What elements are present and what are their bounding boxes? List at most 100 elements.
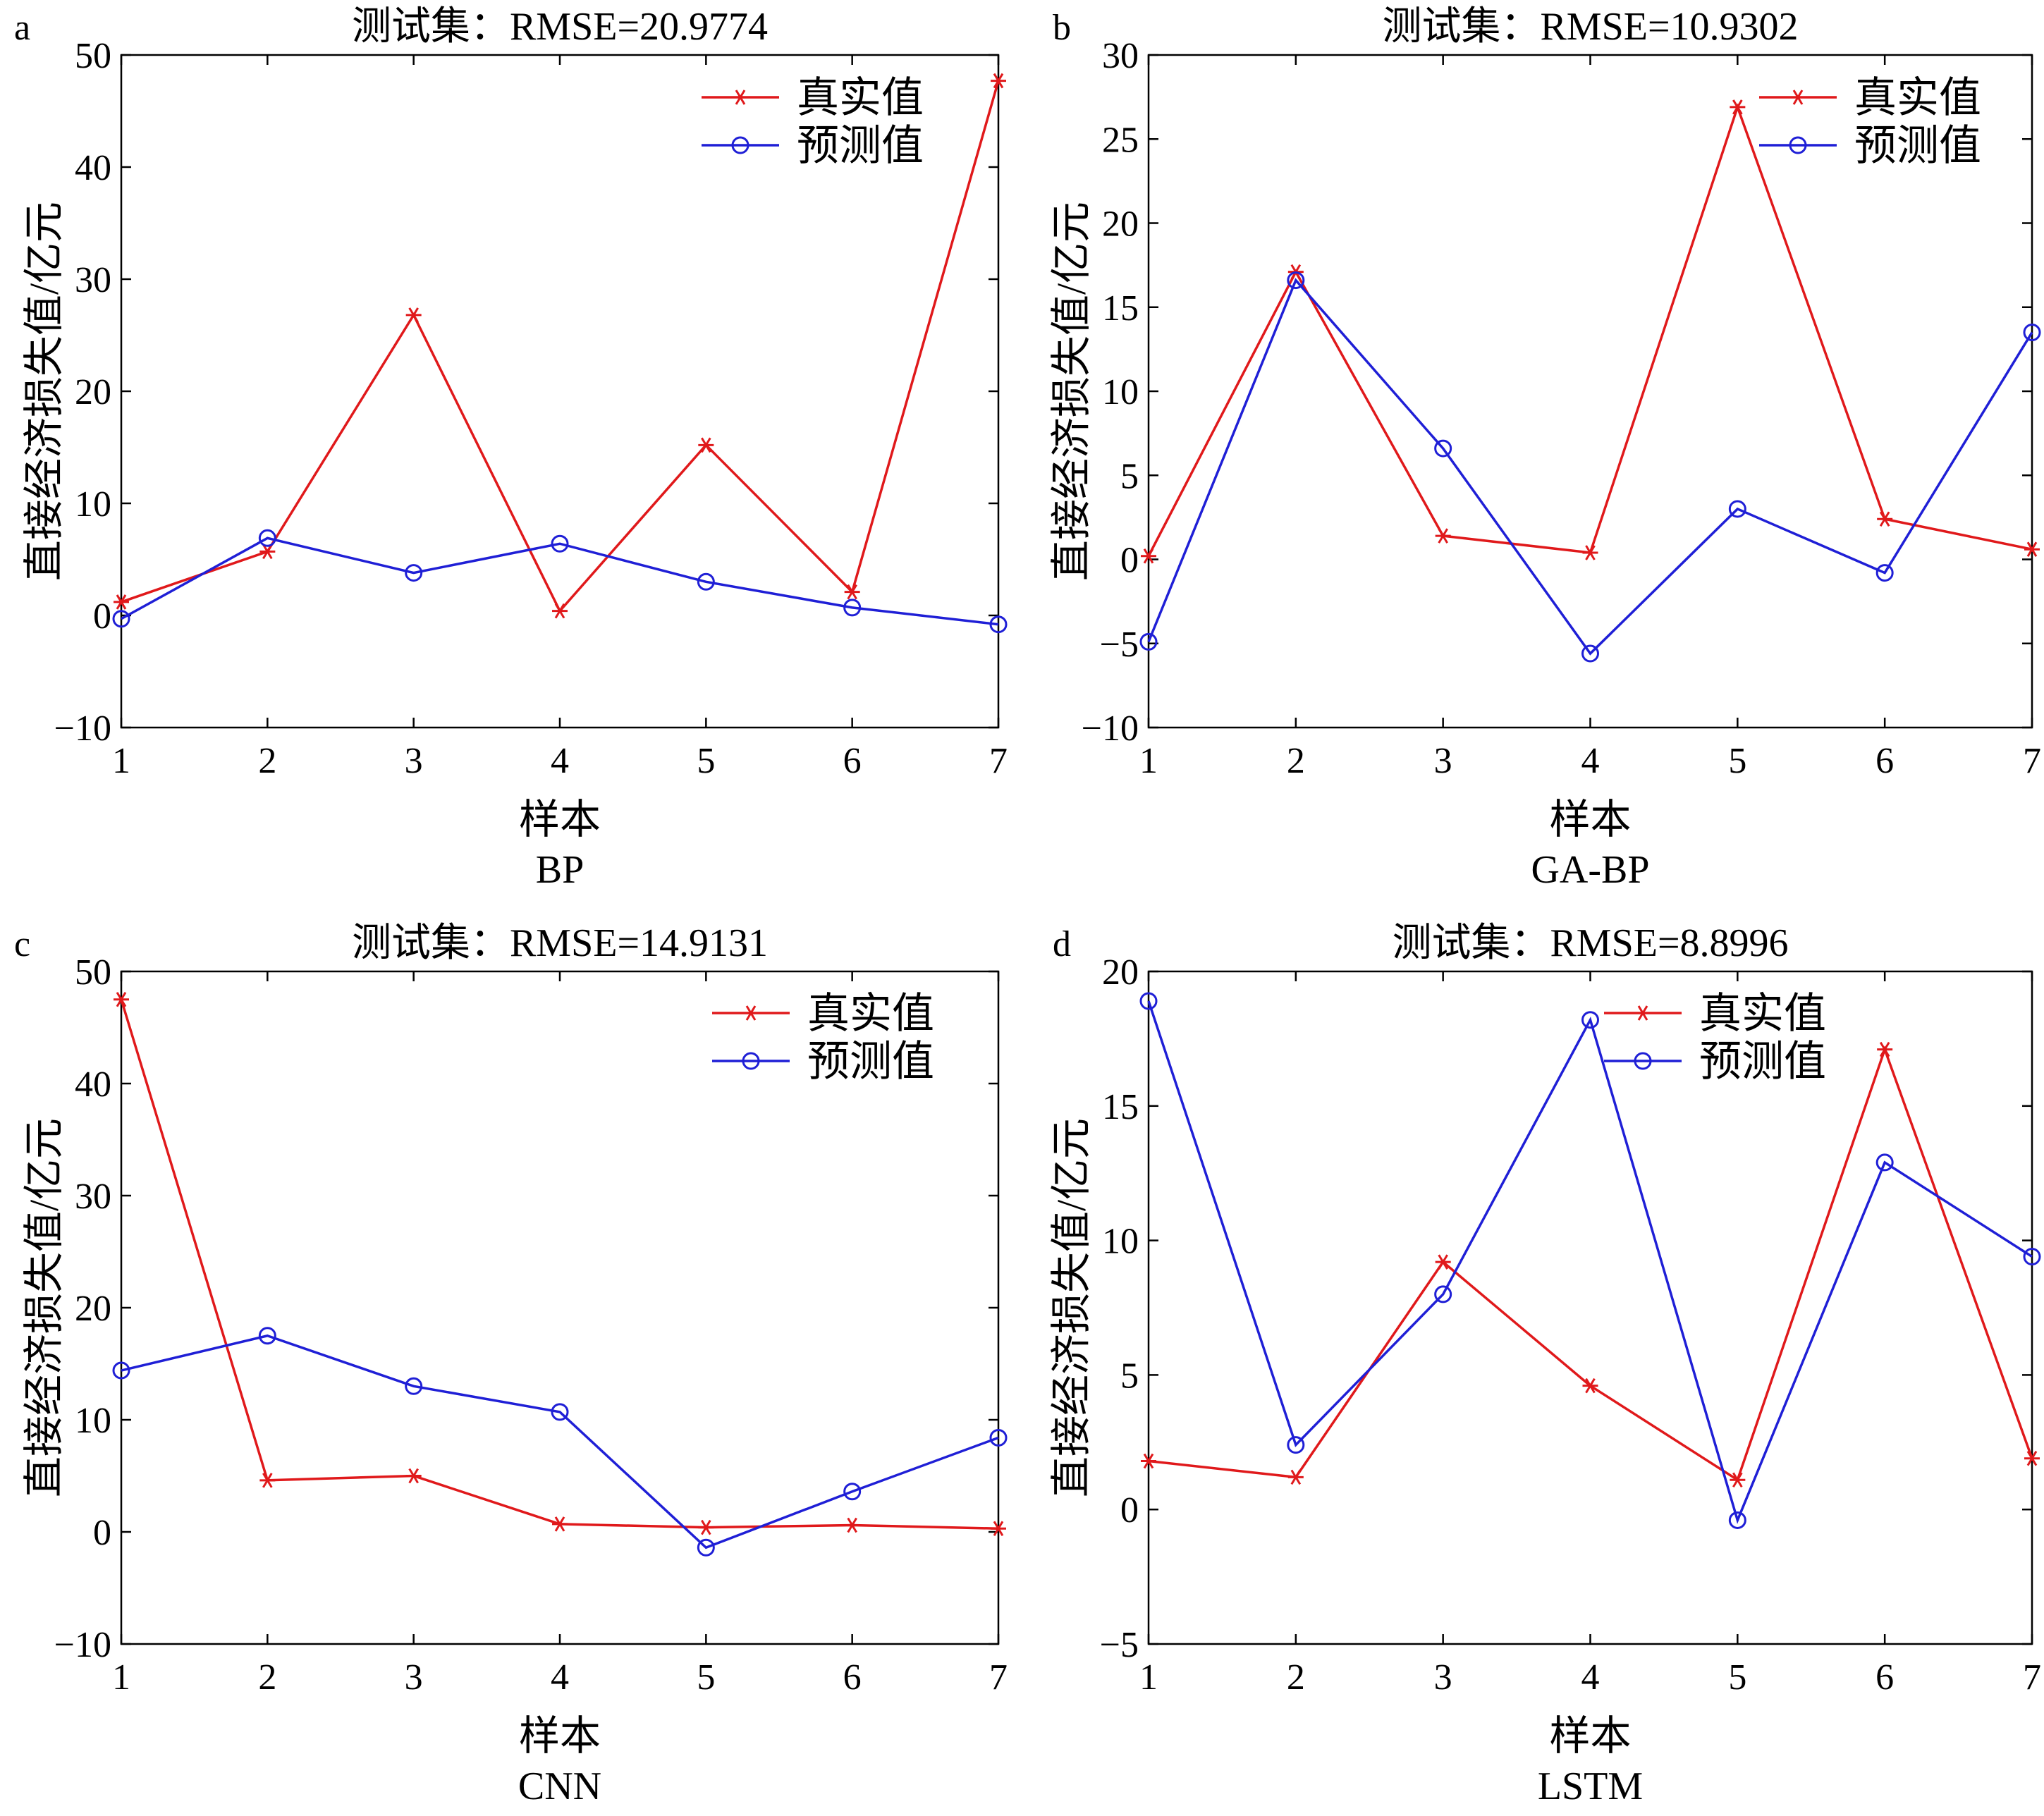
asterisk-stroke bbox=[2026, 1450, 2038, 1466]
asterisk-stroke bbox=[745, 1005, 757, 1021]
data-point-asterisk bbox=[991, 73, 1006, 89]
x-tick-label: 7 bbox=[989, 741, 1008, 781]
model-caption: BP bbox=[536, 848, 585, 892]
x-tick-label: 2 bbox=[1287, 1657, 1305, 1698]
legend-label: 真实值 bbox=[1854, 75, 1981, 121]
legend-label: 真实值 bbox=[807, 990, 934, 1037]
asterisk-stroke bbox=[554, 603, 565, 619]
y-tick-label: −10 bbox=[54, 708, 111, 749]
x-tick-label: 1 bbox=[1139, 1657, 1158, 1698]
chart-panel-b: b 测试集：RMSE=10.9302 1 2 3 4 5 6 7 −10 −5 0 5 10 15 20 25 3… bbox=[1048, 5, 2041, 892]
legend-marker-asterisk bbox=[743, 1005, 759, 1021]
x-tick-label: 5 bbox=[1728, 1657, 1746, 1698]
series-line-2 bbox=[1147, 1000, 2033, 1524]
y-axis-label: 直接经济损失值/亿元 bbox=[1048, 1118, 1094, 1497]
x-tick-label: 4 bbox=[1581, 1657, 1600, 1698]
asterisk-stroke bbox=[408, 307, 419, 323]
y-tick-label: 5 bbox=[1120, 1356, 1139, 1396]
data-point-circle bbox=[843, 599, 862, 617]
x-tick-label: 6 bbox=[843, 1657, 862, 1698]
asterisk-stroke bbox=[408, 1468, 419, 1484]
data-point-circle bbox=[2023, 1247, 2041, 1265]
asterisk-stroke bbox=[1438, 528, 1448, 544]
y-tick-label: 20 bbox=[1102, 952, 1139, 993]
data-point-asterisk bbox=[698, 437, 714, 453]
data-point-asterisk bbox=[2024, 541, 2040, 557]
data-point-circle bbox=[1728, 500, 1746, 518]
asterisk-stroke bbox=[1585, 545, 1596, 560]
data-point-asterisk bbox=[844, 1517, 860, 1533]
asterisk-stroke bbox=[262, 1473, 273, 1488]
data-point-circle bbox=[697, 1538, 715, 1557]
asterisk-stroke bbox=[1290, 1469, 1302, 1485]
x-tick-label: 6 bbox=[1875, 1657, 1894, 1698]
x-tick-label: 4 bbox=[1581, 741, 1600, 781]
y-axis-label: 直接经济损失值/亿元 bbox=[21, 202, 67, 581]
data-point-circle bbox=[697, 572, 715, 591]
data-point-circle bbox=[1434, 439, 1452, 458]
chart-title: 测试集：RMSE=8.8996 bbox=[1392, 921, 1788, 965]
legend-marker-asterisk bbox=[733, 90, 748, 105]
legend-label: 真实值 bbox=[797, 75, 924, 121]
data-point-asterisk bbox=[114, 991, 129, 1007]
data-point-asterisk bbox=[552, 603, 568, 619]
chart-panel-d: d 测试集：RMSE=8.8996 1 2 3 4 5 6 7 −5 0 5 10 15 20 样本 LSTM 直… bbox=[1048, 921, 2041, 1808]
asterisk-stroke bbox=[701, 1519, 711, 1535]
asterisk-stroke bbox=[1637, 1005, 1648, 1021]
y-tick-label: 40 bbox=[75, 1065, 111, 1105]
data-point-circle bbox=[1875, 1153, 1894, 1172]
data-point-circle bbox=[989, 615, 1008, 634]
y-tick-label: −10 bbox=[1082, 708, 1139, 749]
asterisk-stroke bbox=[554, 1516, 565, 1532]
x-tick-label: 6 bbox=[1875, 741, 1894, 781]
x-tick-label: 2 bbox=[1287, 741, 1305, 781]
x-axis-label: 样本 bbox=[519, 797, 601, 842]
x-tick-label: 7 bbox=[2023, 741, 2041, 781]
data-point-asterisk bbox=[405, 1468, 422, 1484]
y-axis-label: 直接经济损失值/亿元 bbox=[21, 1118, 67, 1497]
x-axis-label: 样本 bbox=[519, 1713, 601, 1759]
y-tick-label: −5 bbox=[1100, 625, 1139, 665]
data-point-circle bbox=[1139, 992, 1158, 1010]
data-point-asterisk bbox=[2024, 1450, 2040, 1466]
data-point-circle bbox=[843, 1483, 862, 1501]
x-tick-label: 3 bbox=[405, 741, 423, 781]
plot-frame bbox=[120, 970, 1000, 1645]
y-tick-label: 40 bbox=[75, 148, 111, 188]
x-tick-label: 5 bbox=[697, 741, 715, 781]
model-caption: CNN bbox=[518, 1765, 601, 1808]
legend-label: 预测值 bbox=[1854, 123, 1981, 169]
x-tick-label: 3 bbox=[1434, 741, 1452, 781]
data-point-asterisk bbox=[1730, 1472, 1746, 1487]
asterisk-stroke bbox=[847, 1517, 857, 1533]
y-tick-label: −10 bbox=[54, 1625, 111, 1665]
panel-letter: c bbox=[14, 924, 30, 964]
asterisk-stroke bbox=[1879, 511, 1890, 527]
y-tick-label: 30 bbox=[1102, 36, 1139, 76]
x-tick-label: 1 bbox=[112, 741, 130, 781]
data-point-circle bbox=[989, 1428, 1008, 1447]
x-tick-label: 2 bbox=[258, 1657, 276, 1698]
chart-title: 测试集：RMSE=20.9774 bbox=[352, 5, 768, 49]
y-tick-label: 30 bbox=[75, 1177, 111, 1217]
data-point-asterisk bbox=[1730, 99, 1746, 115]
data-point-circle bbox=[1139, 632, 1158, 651]
x-tick-label: 3 bbox=[405, 1657, 423, 1698]
y-tick-label: 0 bbox=[93, 596, 111, 637]
y-tick-label: 10 bbox=[75, 1401, 111, 1441]
asterisk-stroke bbox=[1143, 548, 1154, 564]
data-point-asterisk bbox=[1141, 1453, 1156, 1469]
data-point-circle bbox=[1287, 1436, 1305, 1454]
y-tick-label: 0 bbox=[93, 1513, 111, 1553]
y-tick-label: 10 bbox=[1102, 372, 1139, 412]
legend-label: 预测值 bbox=[807, 1038, 934, 1085]
x-tick-label: 3 bbox=[1434, 1657, 1452, 1698]
data-point-asterisk bbox=[844, 584, 860, 600]
y-tick-label: 5 bbox=[1120, 456, 1139, 496]
data-point-asterisk bbox=[1141, 548, 1156, 564]
chart-title: 测试集：RMSE=10.9302 bbox=[1382, 5, 1798, 49]
data-point-asterisk bbox=[1435, 1254, 1451, 1270]
